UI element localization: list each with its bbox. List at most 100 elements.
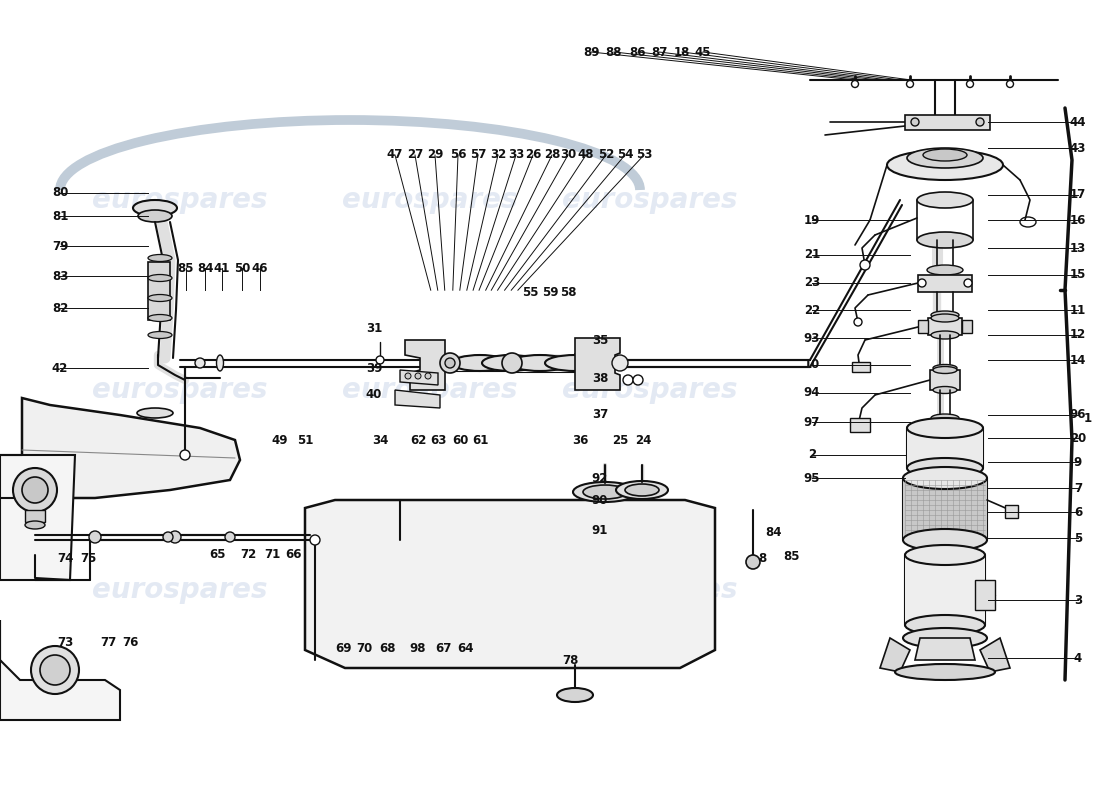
Ellipse shape	[138, 210, 172, 222]
Text: 31: 31	[366, 322, 382, 334]
Text: 98: 98	[409, 642, 427, 654]
Text: 81: 81	[52, 210, 68, 222]
Text: 59: 59	[541, 286, 558, 299]
Circle shape	[180, 450, 190, 460]
Text: 89: 89	[583, 46, 600, 58]
Text: 91: 91	[592, 523, 608, 537]
Ellipse shape	[908, 148, 983, 168]
Circle shape	[854, 318, 862, 326]
Text: 85: 85	[783, 550, 801, 562]
Text: 76: 76	[122, 637, 139, 650]
Ellipse shape	[148, 254, 172, 262]
Text: 47: 47	[387, 149, 404, 162]
Polygon shape	[928, 318, 962, 335]
Text: eurospares: eurospares	[562, 376, 738, 404]
Text: 82: 82	[52, 302, 68, 314]
Text: 25: 25	[612, 434, 628, 446]
Text: 60: 60	[452, 434, 469, 446]
Text: 80: 80	[52, 186, 68, 199]
Polygon shape	[850, 418, 870, 432]
Text: 64: 64	[456, 642, 473, 654]
Circle shape	[851, 81, 858, 87]
Polygon shape	[22, 398, 240, 498]
Text: 38: 38	[592, 371, 608, 385]
Ellipse shape	[931, 314, 959, 322]
Ellipse shape	[482, 355, 538, 371]
Ellipse shape	[917, 192, 974, 208]
Circle shape	[226, 532, 235, 542]
Text: 2: 2	[807, 449, 816, 462]
Ellipse shape	[616, 481, 668, 499]
Text: 5: 5	[1074, 531, 1082, 545]
Circle shape	[163, 532, 173, 542]
Ellipse shape	[927, 265, 962, 275]
Circle shape	[1006, 81, 1013, 87]
Circle shape	[446, 358, 455, 368]
Ellipse shape	[573, 482, 637, 502]
Polygon shape	[905, 115, 990, 130]
Ellipse shape	[148, 331, 172, 338]
Text: 36: 36	[572, 434, 588, 446]
Text: 26: 26	[525, 149, 541, 162]
Circle shape	[425, 373, 431, 379]
Text: 40: 40	[366, 389, 382, 402]
Text: eurospares: eurospares	[562, 186, 738, 214]
Text: 45: 45	[695, 46, 712, 58]
Ellipse shape	[917, 232, 974, 248]
Circle shape	[746, 555, 760, 569]
Ellipse shape	[510, 355, 570, 371]
Polygon shape	[852, 362, 870, 372]
Circle shape	[13, 468, 57, 512]
Text: 17: 17	[1070, 189, 1086, 202]
Text: 69: 69	[336, 642, 352, 654]
Text: eurospares: eurospares	[562, 576, 738, 604]
Text: 74: 74	[57, 551, 74, 565]
Text: 71: 71	[264, 547, 280, 561]
Circle shape	[405, 373, 411, 379]
Text: 39: 39	[366, 362, 382, 374]
Text: 42: 42	[52, 362, 68, 374]
Ellipse shape	[452, 355, 508, 371]
Text: 20: 20	[1070, 431, 1086, 445]
Ellipse shape	[903, 467, 987, 489]
Bar	[908, 428, 983, 468]
Text: 9: 9	[1074, 455, 1082, 469]
Circle shape	[502, 353, 522, 373]
Text: 50: 50	[234, 262, 250, 274]
Text: 46: 46	[252, 262, 268, 274]
Circle shape	[415, 373, 421, 379]
Ellipse shape	[908, 418, 983, 438]
Bar	[25, 510, 45, 522]
Ellipse shape	[903, 529, 987, 551]
Ellipse shape	[148, 314, 172, 322]
Polygon shape	[0, 455, 75, 580]
Bar	[148, 262, 170, 320]
Text: 27: 27	[407, 149, 424, 162]
Text: eurospares: eurospares	[92, 576, 267, 604]
Circle shape	[310, 535, 320, 545]
Text: 84: 84	[197, 262, 213, 274]
Circle shape	[967, 81, 974, 87]
Polygon shape	[400, 370, 438, 385]
Polygon shape	[405, 340, 446, 390]
Circle shape	[918, 279, 926, 287]
Ellipse shape	[148, 294, 172, 302]
Text: 77: 77	[100, 637, 117, 650]
Polygon shape	[575, 338, 620, 390]
Text: 72: 72	[240, 547, 256, 561]
Ellipse shape	[905, 545, 984, 565]
Ellipse shape	[903, 628, 987, 648]
Text: 95: 95	[804, 471, 821, 485]
Circle shape	[169, 531, 182, 543]
Circle shape	[376, 356, 384, 364]
Text: 22: 22	[804, 303, 821, 317]
Text: 6: 6	[1074, 506, 1082, 518]
Text: 65: 65	[210, 547, 227, 561]
Text: 21: 21	[804, 249, 821, 262]
Circle shape	[612, 355, 628, 371]
Bar	[905, 555, 984, 625]
Text: 66: 66	[286, 547, 302, 561]
Text: 58: 58	[560, 286, 576, 299]
Text: 68: 68	[379, 642, 396, 654]
Text: 16: 16	[1070, 214, 1086, 226]
